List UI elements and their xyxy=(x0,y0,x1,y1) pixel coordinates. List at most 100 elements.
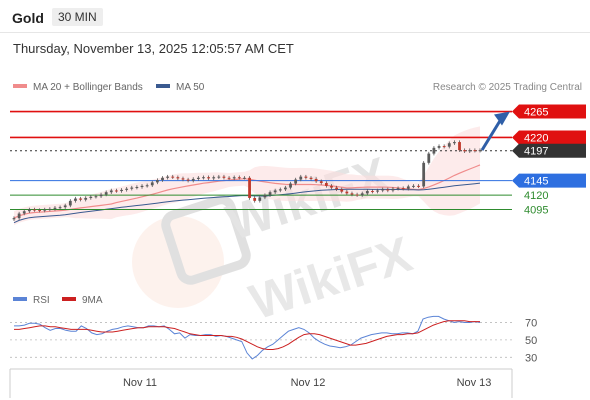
candle-body xyxy=(268,192,272,196)
candle-body xyxy=(417,185,420,187)
candle-body xyxy=(253,197,257,201)
candle-body xyxy=(130,187,134,189)
candle-body xyxy=(79,198,82,200)
candle-body xyxy=(299,176,303,180)
rsi-tick-label: 70 xyxy=(525,317,537,329)
candle-body xyxy=(212,177,216,179)
candle-body xyxy=(386,189,390,191)
candle-body xyxy=(120,189,123,192)
candle-body xyxy=(191,178,195,181)
candle-body xyxy=(309,177,313,179)
level-tag-4145 xyxy=(512,173,586,188)
watermark-badge-circle xyxy=(132,216,224,308)
candle-body xyxy=(171,176,175,178)
candle-body xyxy=(314,178,318,182)
candle-body xyxy=(176,177,180,179)
rsi-legend-swatch xyxy=(13,297,27,301)
candle-body xyxy=(38,210,41,212)
candle-body xyxy=(248,177,251,198)
candle-body xyxy=(294,179,298,184)
candle-body xyxy=(104,192,108,195)
candle-body xyxy=(155,180,159,183)
candle-body xyxy=(381,189,385,191)
candle-body xyxy=(324,182,328,186)
research-credit: Research © 2025 Trading Central xyxy=(433,82,582,93)
candle-body xyxy=(140,185,144,188)
candle-body xyxy=(12,218,16,220)
header-divider xyxy=(0,32,590,33)
candle-body xyxy=(335,187,339,190)
level-tags: 4265 4220 4197 4145 4120 4095 xyxy=(512,104,586,216)
candle-body xyxy=(391,188,395,191)
candle-body xyxy=(365,191,369,194)
candle-body xyxy=(166,176,170,178)
candle-body xyxy=(355,194,359,196)
price-panel xyxy=(10,110,512,226)
level-value-4145: 4145 xyxy=(524,176,548,188)
candle-body xyxy=(432,147,436,154)
candle-body xyxy=(258,197,262,201)
candle-body xyxy=(401,188,405,190)
candle-body xyxy=(463,150,467,152)
rsi-ma-line xyxy=(14,320,480,350)
candle-body xyxy=(360,193,364,196)
candle-body xyxy=(202,177,205,179)
candle-body xyxy=(53,207,57,209)
candle-body xyxy=(340,189,344,192)
candle-body xyxy=(33,209,36,211)
candle-body xyxy=(207,177,210,179)
ma20-legend-label: MA 20 + Bollinger Bands xyxy=(33,82,143,93)
rsi-tick-label: 30 xyxy=(525,352,537,364)
forecast-arrow-head xyxy=(494,111,510,126)
candle-body xyxy=(278,189,282,191)
candle-body xyxy=(304,176,308,178)
symbol-title: Gold xyxy=(12,10,44,26)
candle-body xyxy=(458,142,461,151)
candle-body xyxy=(447,143,451,147)
candle-body xyxy=(406,186,410,189)
candle-body xyxy=(412,185,415,187)
x-tick-label: Nov 13 xyxy=(457,377,492,389)
candle-body xyxy=(371,191,374,193)
candle-body xyxy=(396,188,400,190)
candle-body xyxy=(27,209,31,212)
chart-header: Gold 30 MIN xyxy=(0,0,590,36)
ma50-legend-swatch xyxy=(156,84,170,88)
candle-body xyxy=(222,176,226,178)
candle-body xyxy=(68,200,72,206)
rsi-ma-legend-swatch xyxy=(62,297,76,301)
level-tag-4265 xyxy=(512,104,586,119)
candle-body xyxy=(181,178,185,180)
level-tag-4220 xyxy=(512,130,586,145)
candle-body xyxy=(109,190,113,193)
x-axis-ticks: Nov 11 Nov 12 Nov 13 xyxy=(123,377,491,389)
candle-body xyxy=(350,193,354,195)
candle-body xyxy=(284,187,287,190)
timeframe-badge[interactable]: 30 MIN xyxy=(52,8,103,26)
candle-body xyxy=(289,183,292,188)
candle-body xyxy=(427,153,431,163)
ma20-legend-swatch xyxy=(13,84,27,88)
candle-body xyxy=(74,198,77,201)
candle-body xyxy=(48,208,52,210)
candle-body xyxy=(99,194,103,197)
level-value-4265: 4265 xyxy=(524,107,548,119)
report-datetime: Thursday, November 13, 2025 12:05:57 AM … xyxy=(13,41,294,56)
candle-body xyxy=(125,188,129,190)
candle-body xyxy=(232,177,236,179)
candle-body xyxy=(135,187,139,189)
candle-body xyxy=(330,185,333,188)
candle-body xyxy=(478,150,482,152)
ma50-line xyxy=(13,182,481,224)
level-value-4220: 4220 xyxy=(524,132,548,144)
candle-body xyxy=(161,177,164,181)
candle-body xyxy=(442,146,446,148)
x-tick-label: Nov 12 xyxy=(291,377,326,389)
candle-body xyxy=(243,177,246,179)
watermark-logo-mark xyxy=(161,195,251,285)
candle-body xyxy=(345,191,349,194)
level-value-4197: 4197 xyxy=(524,146,548,158)
candle-body xyxy=(63,205,67,208)
candle-body xyxy=(422,162,426,187)
